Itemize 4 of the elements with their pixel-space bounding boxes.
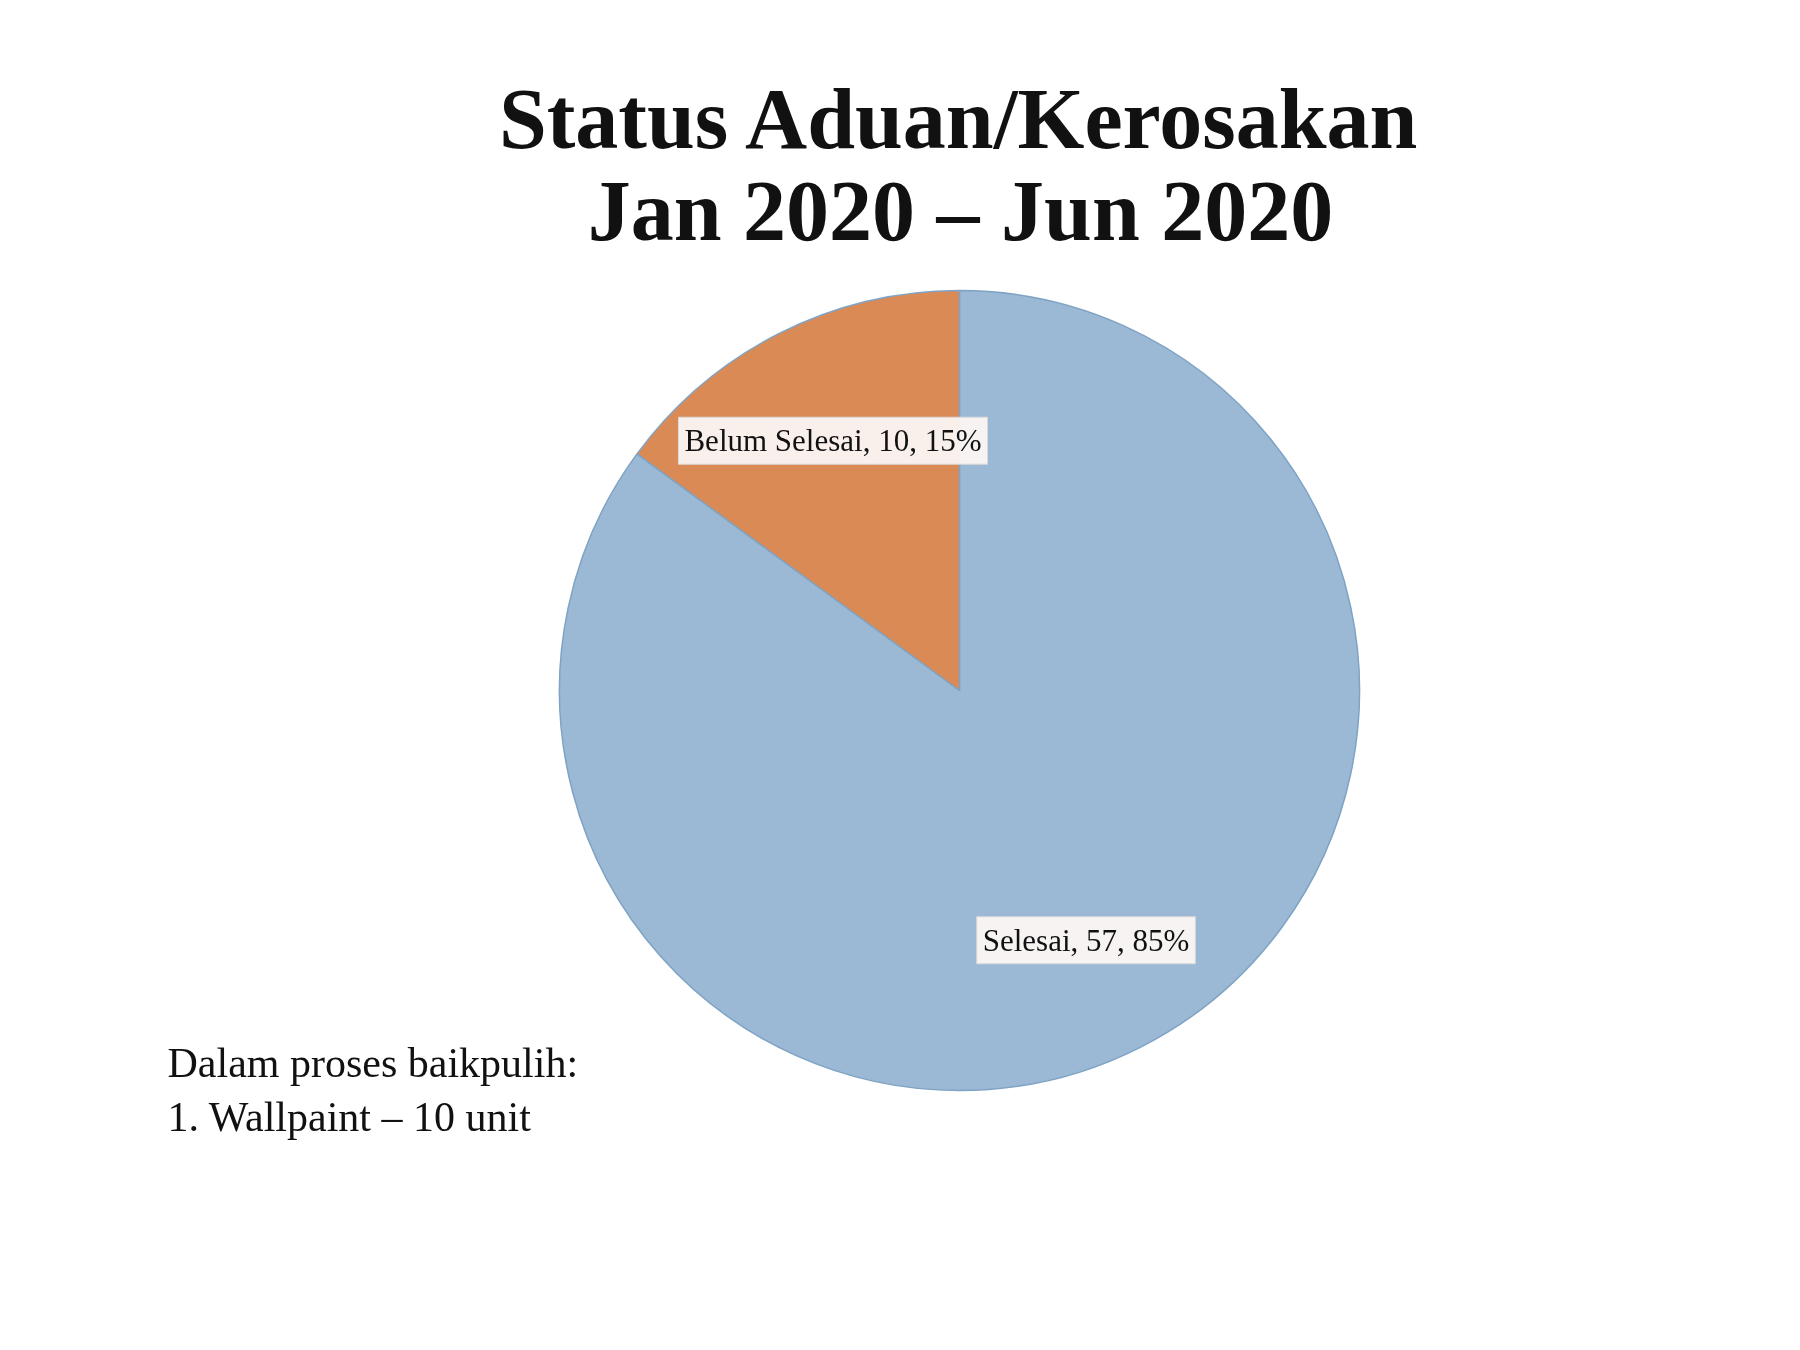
slice-label: Belum Selesai, 10, 15% (684, 423, 982, 459)
slice-label: Selesai, 57, 85% (982, 922, 1190, 958)
text: Dalam proses baikpulih: (167, 1039, 579, 1086)
text: 1. Wallpaint – 10 unit (167, 1093, 532, 1140)
